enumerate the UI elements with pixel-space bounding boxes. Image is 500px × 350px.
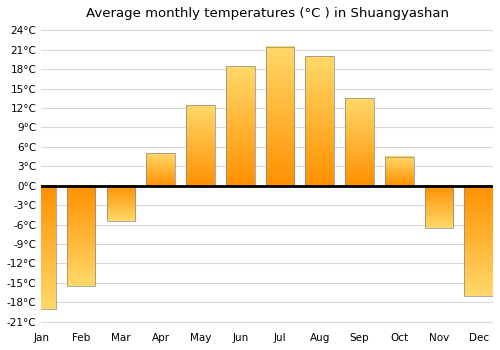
Bar [146,153,175,186]
Bar [226,66,254,186]
Bar [385,156,414,186]
Bar [424,186,454,228]
Bar [27,186,56,309]
Bar [186,105,215,186]
Bar [306,56,334,186]
Bar [464,186,493,296]
Bar [106,186,136,221]
Bar [345,98,374,186]
Bar [266,47,294,186]
Title: Average monthly temperatures (°C ) in Shuangyashan: Average monthly temperatures (°C ) in Sh… [86,7,448,20]
Bar [67,186,96,286]
